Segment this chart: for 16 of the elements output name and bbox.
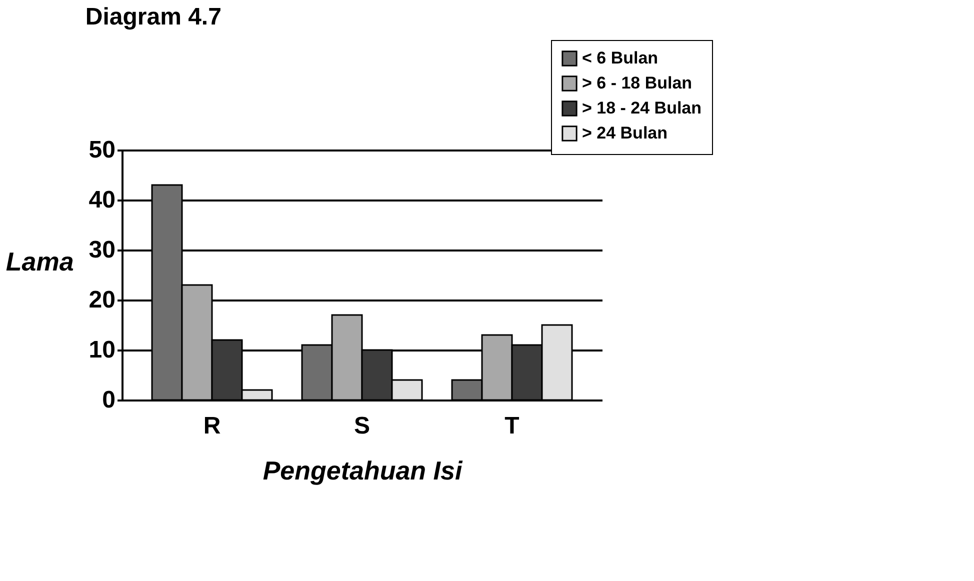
legend-label: > 18 - 24 Bulan (582, 98, 702, 118)
y-axis-title: Lama (6, 246, 74, 276)
x-tick-label: R (203, 412, 221, 440)
legend-label: > 24 Bulan (582, 124, 668, 142)
y-tick-label: 40 (88, 186, 116, 214)
chart-title: Diagram 4.7 (85, 4, 222, 30)
y-tick-label: 10 (88, 336, 116, 364)
legend-label: < 6 Bulan (582, 48, 658, 68)
y-tick-label: 0 (102, 386, 116, 414)
legend-label: > 6 - 18 Bulan (582, 74, 692, 92)
y-tick-label: 50 (88, 136, 116, 164)
x-tick-label: T (504, 412, 520, 440)
x-axis-title: Pengetahuan Isi (262, 456, 463, 486)
y-tick-label: 20 (88, 286, 116, 314)
y-tick-label: 30 (88, 236, 116, 264)
x-tick-label: S (354, 412, 370, 440)
